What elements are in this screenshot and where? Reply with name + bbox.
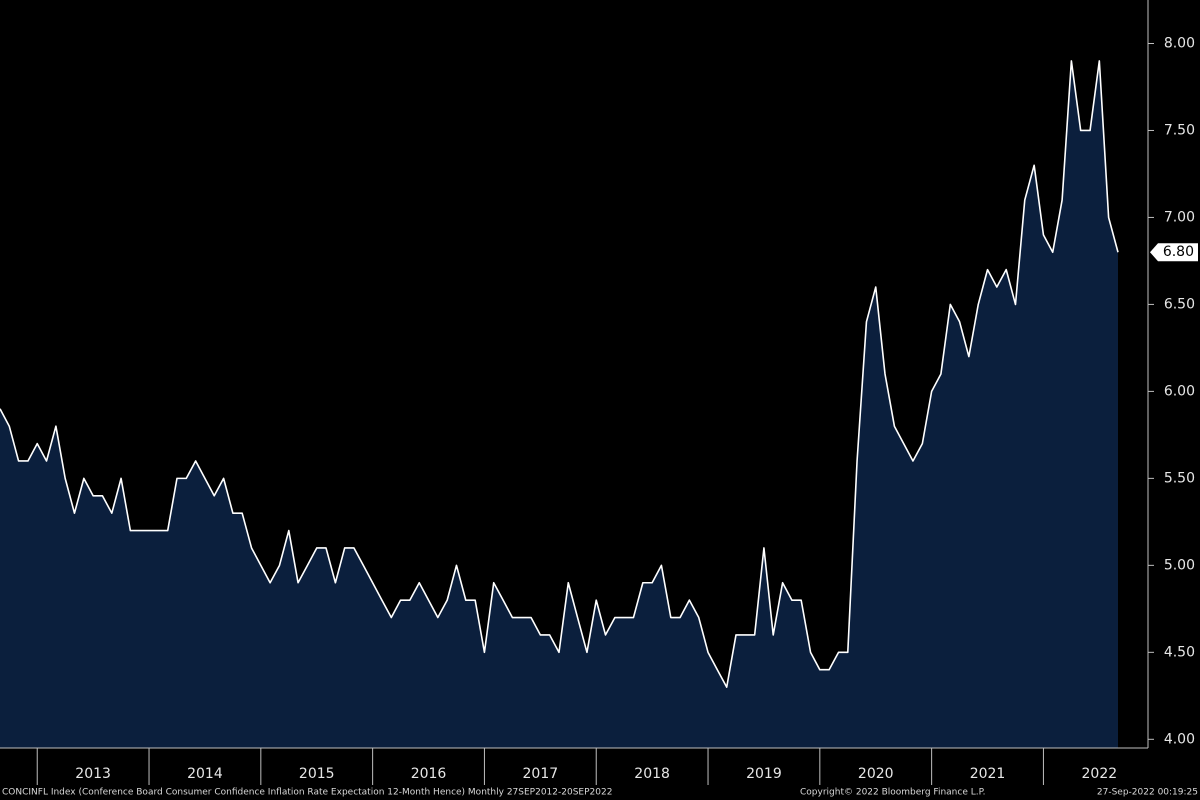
y-tick-label: 4.00: [1164, 731, 1195, 747]
y-tick-label: 7.50: [1164, 122, 1195, 138]
y-tick-label: 5.00: [1164, 557, 1195, 573]
y-tick-label: 7.00: [1164, 209, 1195, 225]
y-tick-label: 6.00: [1164, 383, 1195, 399]
x-tick-label: 2019: [746, 766, 782, 782]
x-tick-label: 2017: [523, 766, 559, 782]
footer-timestamp: 27-Sep-2022 00:19:25: [1097, 788, 1198, 798]
x-tick-label: 2021: [970, 766, 1006, 782]
x-tick-label: 2013: [75, 766, 111, 782]
area-fill: [0, 60, 1118, 748]
y-tick-label: 6.50: [1164, 296, 1195, 312]
x-tick-label: 2018: [634, 766, 670, 782]
y-tick-label: 5.50: [1164, 470, 1195, 486]
footer-description: CONCINFL Index (Conference Board Consume…: [2, 788, 612, 798]
x-tick-label: 2015: [299, 766, 335, 782]
y-tick-label: 4.50: [1164, 644, 1195, 660]
last-value-label: 6.80: [1163, 244, 1194, 260]
x-tick-label: 2022: [1082, 766, 1118, 782]
x-tick-label: 2016: [411, 766, 447, 782]
x-tick-label: 2014: [187, 766, 223, 782]
footer-copyright: Copyright© 2022 Bloomberg Finance L.P.: [800, 788, 985, 798]
x-tick-label: 2020: [858, 766, 894, 782]
plot-area: [0, 60, 1119, 748]
line: [0, 60, 1119, 688]
y-tick-label: 8.00: [1164, 35, 1195, 51]
last-value-tag: [1150, 243, 1198, 262]
